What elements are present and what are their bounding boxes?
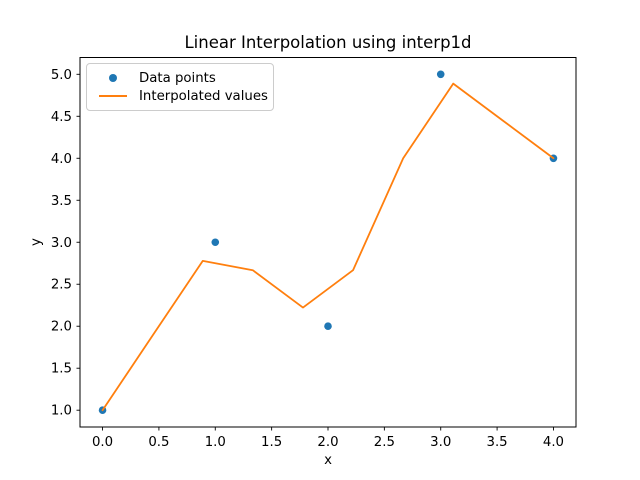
x-tick-label: 1.0 [205,435,226,450]
x-tick-label: 2.5 [374,435,395,450]
legend-label-interpolated-values: Interpolated values [139,88,268,104]
x-tick-label: 3.5 [487,435,508,450]
x-axis-label: x [324,453,332,468]
y-tick-label: 2.0 [51,320,72,335]
interpolated-line [101,82,555,412]
line-marker-icon [99,95,127,97]
legend-swatch-area [95,74,131,82]
x-tick-label: 0.0 [92,435,113,450]
x-tick-label: 1.5 [261,435,282,450]
x-tick-label: 2.0 [317,435,338,450]
scatter-marker-icon [109,74,117,82]
legend-swatch-area [95,95,131,97]
y-tick-label: 4.5 [51,110,72,125]
y-tick-label: 3.0 [51,236,72,251]
plot-layer: 0.0 0.5 1.0 1.5 2.0 2.5 3.0 3.5 4.0 1.0 1.5 2.0 2.5 3… [51,57,577,450]
data-point [324,322,332,331]
x-tick-label: 3.0 [430,435,451,450]
legend-label-data-points: Data points [139,70,216,86]
y-tick-label: 3.5 [51,194,72,209]
y-tick-label: 4.0 [51,152,72,167]
legend: Data points Interpolated values [86,63,274,111]
chart-title: Linear Interpolation using interp1d [184,33,471,52]
y-tick-label: 5.0 [51,68,72,83]
data-point [211,238,220,247]
y-tick-label: 2.5 [51,278,72,293]
y-tick-label: 1.5 [51,362,72,377]
y-tick-label: 1.0 [51,404,72,419]
axes-frame [79,57,577,428]
legend-item-interpolated-values: Interpolated values [95,87,268,105]
x-tick-label: 0.5 [148,435,169,450]
data-point [436,70,445,79]
legend-item-data-points: Data points [95,69,265,87]
y-axis-label: y [29,238,44,246]
x-tick-label: 4.0 [543,435,564,450]
